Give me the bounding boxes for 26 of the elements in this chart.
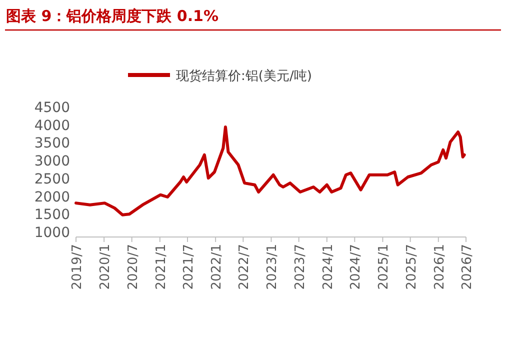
x-tick-label: 2020/7 — [126, 244, 141, 290]
x-tick-label: 2025/7 — [404, 244, 420, 290]
x-tick-label: 2024/7 — [348, 244, 364, 290]
y-tick-label: 4000 — [34, 118, 70, 134]
chart-title: 图表 9：铝价格周度下跌 0.1% — [6, 7, 218, 25]
x-tick-label: 2019/7 — [70, 244, 85, 290]
x-tick-label: 2020/1 — [98, 244, 114, 290]
y-tick-label: 1000 — [34, 225, 70, 241]
legend-label: 现货结算价:铝(美元/吨) — [176, 68, 312, 84]
x-tick-label: 2025/1 — [376, 244, 392, 290]
line-series — [74, 126, 466, 216]
x-tick-label: 2021/1 — [154, 244, 169, 290]
x-tick-label: 2024/1 — [320, 244, 336, 290]
y-tick-label: 2500 — [34, 171, 70, 188]
y-tick-label: 4500 — [34, 100, 70, 116]
x-tick-label: 2026/7 — [460, 244, 475, 290]
x-tick-label: 2022/7 — [237, 244, 252, 290]
x-tick-label: 2023/1 — [265, 244, 280, 290]
y-tick-label: 3500 — [34, 136, 70, 152]
x-tick-label: 2022/1 — [210, 244, 225, 290]
x-tick-label: 2023/7 — [292, 244, 308, 290]
y-tick-label: 1500 — [34, 207, 70, 224]
y-tick-label: 3000 — [34, 154, 70, 170]
x-tick-label: 2021/7 — [181, 244, 196, 290]
x-tick-label: 2026/1 — [432, 244, 448, 290]
y-tick-label: 2000 — [34, 189, 70, 206]
